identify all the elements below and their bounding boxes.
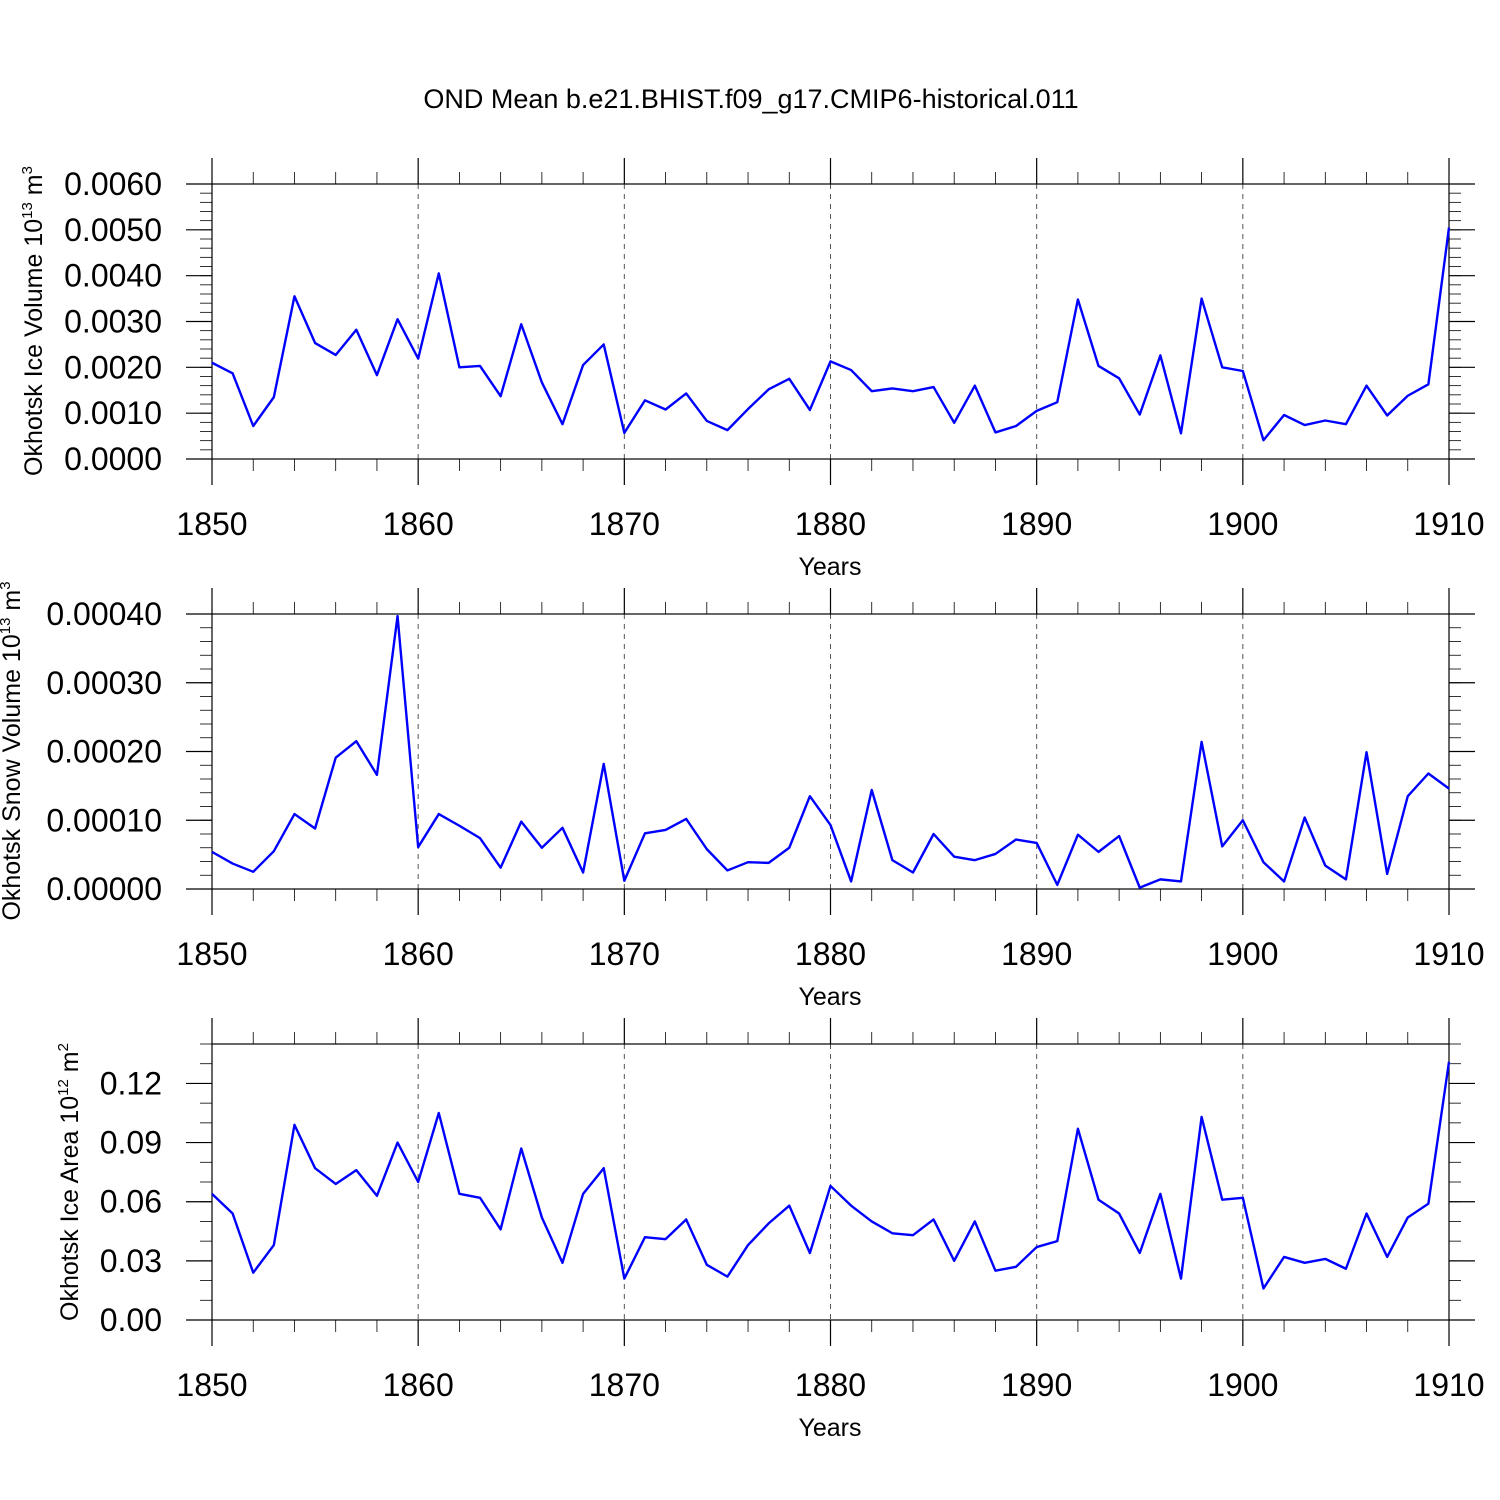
- ice-volume-y-tick-label: 0.0000: [64, 441, 162, 477]
- ice-area-panel: 1850 1860 1870 1880 1890 1900 1910 0.00 0.03 0.06…: [55, 1018, 1485, 1442]
- ice-area-x-axis-label: Years: [798, 1414, 861, 1442]
- ice-area-x-tick-label: 1850: [176, 1367, 247, 1403]
- ice-volume-x-tick-label: 1890: [1001, 506, 1072, 542]
- ice-volume-y-axis-label: Okhotsk Ice Volume 1013 m3: [19, 166, 48, 476]
- ice-area-x-tick-label: 1860: [383, 1367, 454, 1403]
- ice-volume-x-tick-label: 1870: [589, 506, 660, 542]
- snow-volume-x-tick-label: 1880: [795, 936, 866, 972]
- snow-volume-y-tick-label: 0.00000: [46, 871, 162, 907]
- ice-area-x-tick-label: 1900: [1207, 1367, 1278, 1403]
- ice-volume-y-tick-label: 0.0020: [64, 349, 162, 385]
- snow-volume-x-tick-label: 1910: [1413, 936, 1484, 972]
- snow-volume-y-axis-label: Okhotsk Snow Volume 1013 m3: [0, 581, 26, 920]
- ice-area-x-tick-label: 1880: [795, 1367, 866, 1403]
- ice-volume-x-tick-label: 1900: [1207, 506, 1278, 542]
- ice-area-y-tick-label: 0.12: [100, 1065, 162, 1101]
- ice-volume-x-axis-label: Years: [798, 553, 861, 581]
- chart-title: OND Mean b.e21.BHIST.f09_g17.CMIP6-histo…: [423, 84, 1078, 114]
- ice-volume-y-tick-label: 0.0050: [64, 212, 162, 248]
- ice-area-series-line: [211, 1061, 1451, 1290]
- ice-volume-series-line: [211, 227, 1451, 442]
- snow-volume-x-tick-label: 1850: [176, 936, 247, 972]
- ice-area-y-axis-label: Okhotsk Ice Area 1012 m2: [55, 1043, 84, 1321]
- snow-volume-x-tick-label: 1890: [1001, 936, 1072, 972]
- ice-area-y-tick-label: 0.06: [100, 1184, 162, 1220]
- ice-volume-panel: 1850 1860 1870 1880 1890 1900 1910 0.0000 0.0010…: [19, 158, 1485, 581]
- ice-area-x-tick-label: 1910: [1413, 1367, 1484, 1403]
- ice-volume-y-tick-label: 0.0060: [64, 166, 162, 202]
- ice-volume-y-tick-label: 0.0040: [64, 258, 162, 294]
- snow-volume-series-line: [211, 614, 1450, 889]
- ice-volume-x-tick-label: 1850: [176, 506, 247, 542]
- ice-area-y-tick-label: 0.03: [100, 1243, 162, 1279]
- ice-volume-x-tick-label: 1910: [1413, 506, 1484, 542]
- snow-volume-x-tick-label: 1860: [383, 936, 454, 972]
- ice-area-y-tick-label: 0.09: [100, 1125, 162, 1161]
- ice-volume-x-tick-label: 1880: [795, 506, 866, 542]
- snow-volume-y-tick-label: 0.00030: [46, 665, 162, 701]
- ice-volume-x-tick-label: 1860: [383, 506, 454, 542]
- snow-volume-x-tick-label: 1900: [1207, 936, 1278, 972]
- snow-volume-y-tick-label: 0.00020: [46, 734, 162, 770]
- ice-area-x-tick-label: 1890: [1001, 1367, 1072, 1403]
- snow-volume-x-tick-label: 1870: [589, 936, 660, 972]
- snow-volume-y-tick-label: 0.00040: [46, 596, 162, 632]
- snow-volume-y-tick-label: 0.00010: [46, 802, 162, 838]
- ice-area-x-tick-label: 1870: [589, 1367, 660, 1403]
- ice-volume-y-tick-label: 0.0010: [64, 395, 162, 431]
- ice-area-y-tick-label: 0.00: [100, 1302, 162, 1338]
- ice-volume-y-tick-label: 0.0030: [64, 304, 162, 340]
- snow-volume-panel: 1850 1860 1870 1880 1890 1900 1910 0.00000 0.000…: [0, 581, 1485, 1011]
- snow-volume-x-axis-label: Years: [798, 983, 861, 1011]
